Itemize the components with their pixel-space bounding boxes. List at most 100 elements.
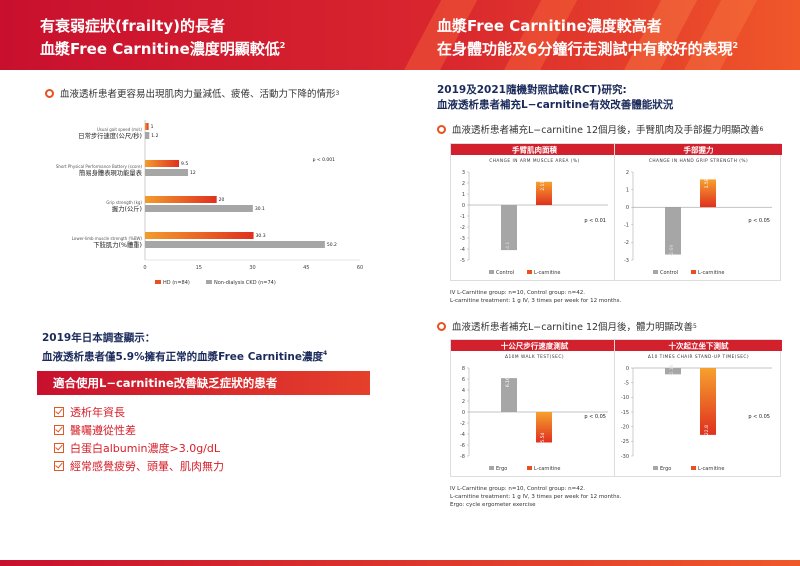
chart-svg: 手部握力 CHANGE IN HAND GRIP STRENGTH (%) 2 1 0 -… [615, 144, 782, 276]
y-tick-label: -2 [460, 421, 465, 427]
suitable-patients-banner: 適合使用L−carnitine改善缺乏症狀的患者 [37, 371, 370, 395]
panel-title: 十公尺步行速度測試 [501, 341, 569, 351]
bar-ckd [145, 241, 325, 248]
rct-title: 2019及2021隨機對照試驗(RCT)研究: 血液透析患者補充L−carnit… [437, 83, 673, 113]
bar-value-label: 6.16 [505, 377, 511, 387]
bar-l-carnitine [536, 181, 552, 205]
y-tick-label: 1 [462, 192, 465, 198]
category-label: 下肢肌力(%體重) [93, 240, 142, 249]
p-value-label: p < 0.01 [584, 218, 606, 224]
hbar-chart: Usual gait speed (m/s) 日常步行速度(公尺/秒) 1 1.2 Sh… [40, 112, 370, 297]
chart-svg: 十公尺步行速度測試 Δ10M WALK TEST(SEC) 8 6 4 2 0 -2 -4 -6 -… [451, 340, 618, 472]
bar-control [501, 205, 517, 251]
check-item-text: 白蛋白albumin濃度>3.0g/dL [70, 442, 221, 455]
legend-swatch-ckd [206, 280, 212, 284]
p-value-label: p < 0.05 [748, 218, 770, 224]
bar-l-carnitine [700, 179, 716, 208]
legend-label: Ergo [660, 466, 671, 472]
ring-bullet-icon [45, 88, 54, 98]
bar-hd [145, 196, 217, 203]
bar-hd [145, 123, 149, 130]
y-tick-label: 8 [462, 366, 465, 372]
y-tick-label: -15 [621, 410, 629, 416]
legend-swatch-l-carnitine [691, 270, 696, 274]
bar-value-label: 1.2 [151, 133, 158, 139]
y-tick-label: -8 [460, 454, 465, 460]
section2-bullet-text: 血液透析患者補充L−carnitine 12個月後，體力明顯改善 [452, 322, 694, 333]
footnote-line: IV L-Carnitine group: n=10, Control grou… [450, 486, 585, 492]
left-headline: 有衰弱症狀(frailty)的長者 血漿Free Carnitine濃度明顯較低… [40, 16, 285, 59]
left-bullet-sup: 3 [335, 89, 340, 97]
chart-svg: 手臂肌肉面積 CHANGE IN ARM MUSCLE AREA (%) 3 2 1 0 -… [451, 144, 618, 276]
checkbox-icon [54, 443, 64, 453]
checkbox-icon [54, 425, 64, 435]
check-item: 經常感覺疲勞、頭暈、肌肉無力 [54, 458, 224, 474]
legend-label: L-carnitine [534, 466, 560, 472]
footnote-line: L-carnitine treatment: 1 g IV, 3 times p… [450, 298, 622, 304]
chart-panel-walk-test: 十公尺步行速度測試 Δ10M WALK TEST(SEC) 8 6 4 2 0 -2 -4 -6 -… [450, 339, 618, 477]
category-label-en: Short Physical Performance Battery (scor… [56, 164, 143, 169]
legend-swatch-control [489, 270, 494, 274]
y-tick-label: -6 [460, 443, 465, 449]
legend-label: HD (n=84) [163, 280, 190, 286]
panel-subtitle: CHANGE IN HAND GRIP STRENGTH (%) [649, 158, 748, 164]
legend-swatch-hd [155, 280, 161, 284]
y-tick-label: -3 [460, 236, 465, 242]
y-tick-label: -2 [460, 225, 465, 231]
bar-control [665, 368, 681, 375]
ring-bullet-icon [437, 321, 446, 331]
section1-bullet: 血液透析患者補充L−carnitine 12個月後，手臂肌肉及手部握力明顯改善 6 [437, 122, 763, 136]
y-tick-label: -25 [621, 439, 629, 445]
bar-value-label: -4.1 [505, 242, 511, 251]
legend-label: Ergo [496, 466, 507, 472]
x-tick-label: 30 [249, 265, 255, 271]
y-tick-label: -20 [621, 424, 629, 430]
check-item-text: 經常感覺疲勞、頭暈、肌肉無力 [70, 460, 224, 473]
survey-sup: 4 [322, 350, 328, 357]
footnote-line: Ergo: cycle ergometer exercise [450, 502, 536, 508]
bar-value-label: -2.16 [669, 364, 675, 376]
category-label: 握力(公斤) [112, 204, 142, 213]
y-tick-label: -4 [460, 432, 465, 438]
category-label-en: Lower-limb muscle strength (%BW) [72, 236, 143, 241]
bar-value-label: 1.58 [704, 178, 710, 188]
footnote-line: L-carnitine treatment: 1 g IV, 3 times p… [450, 494, 622, 500]
bar-value-label: 1 [151, 124, 154, 130]
left-headline-sup: 2 [279, 41, 286, 50]
y-tick-label: 0 [462, 203, 465, 209]
legend-swatch-control [489, 466, 494, 470]
checkbox-icon [54, 461, 64, 471]
bar-ckd [145, 169, 188, 176]
section1-footnote: IV L-Carnitine group: n=10, Control grou… [450, 289, 621, 305]
bar-value-label: 9.5 [181, 161, 188, 167]
survey-title: 2019年日本調查顯示： 血液透析患者僅5.9%擁有正常的血漿Free Carn… [42, 330, 327, 365]
y-tick-label: 0 [626, 366, 629, 372]
bar-l-carnitine [536, 412, 552, 443]
bar-value-label: -22.8 [704, 425, 710, 437]
check-item: 白蛋白albumin濃度>3.0g/dL [54, 440, 220, 456]
y-tick-label: -1 [624, 223, 629, 229]
left-bullet-text: 血液透析患者更容易出現肌肉力量減低、疲倦、活動力下降的情形 [60, 89, 336, 100]
bar-value-label: 12 [190, 170, 196, 176]
x-tick-label: 45 [303, 265, 309, 271]
y-tick-label: -3 [624, 258, 629, 264]
check-item: 醫囑遵從性差 [54, 422, 136, 438]
y-tick-label: -2 [624, 240, 629, 246]
bottom-bar [0, 560, 800, 566]
category-label-en: Usual gait speed (m/s) [97, 127, 143, 132]
legend-label: L-carnitine [698, 270, 724, 276]
y-tick-label: 4 [462, 388, 465, 394]
legend-label: L-carnitine [698, 466, 724, 472]
legend-label: Control [660, 270, 678, 276]
category-label: 日常步行速度(公尺/秒) [78, 131, 142, 140]
chart-svg: 十次起立坐下測試 Δ10 TIMES CHAIR STAND-UP TIME(SE… [615, 340, 782, 472]
bar-hd [145, 160, 180, 167]
y-tick-label: 2 [462, 399, 465, 405]
bar-l-carnitine [700, 368, 716, 435]
checkbox-icon [54, 407, 64, 417]
hbar-chart-svg: Usual gait speed (m/s)日常步行速度(公尺/秒) 1 1.2 Sh… [56, 120, 363, 286]
legend-swatch-control [653, 466, 658, 470]
panel-title-bar [615, 144, 782, 155]
y-tick-label: 2 [626, 170, 629, 176]
y-tick-label: 1 [626, 187, 629, 193]
